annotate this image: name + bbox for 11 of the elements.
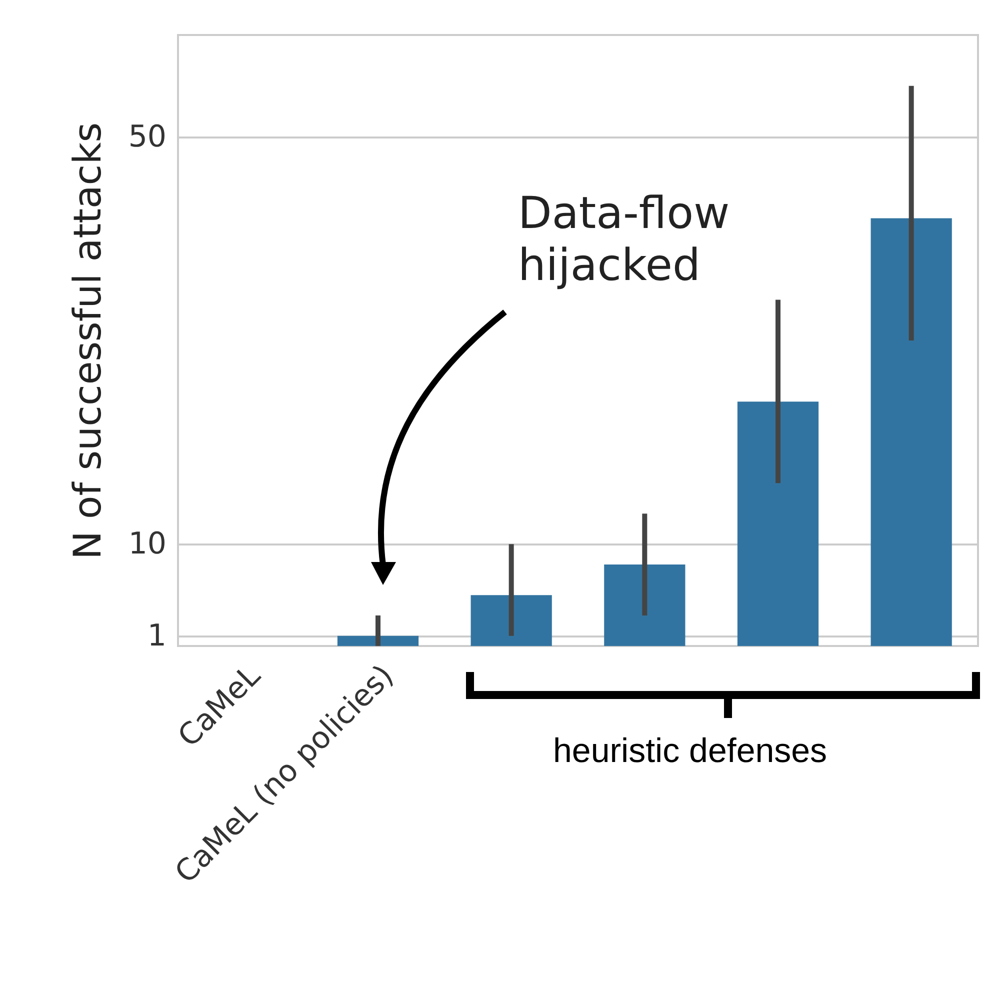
y-tick-label: 50 [128, 119, 166, 154]
y-tick-label: 1 [147, 618, 166, 654]
bar [870, 218, 952, 646]
bar [604, 564, 686, 646]
y-tick-label: 10 [128, 526, 166, 562]
bar [737, 402, 819, 646]
y-axis-title: N of successful attacks [65, 122, 110, 560]
annotation: Data-flow hijacked [518, 188, 731, 292]
bar [337, 636, 419, 646]
bar [470, 595, 552, 646]
text: heuristic defenses [553, 732, 828, 771]
